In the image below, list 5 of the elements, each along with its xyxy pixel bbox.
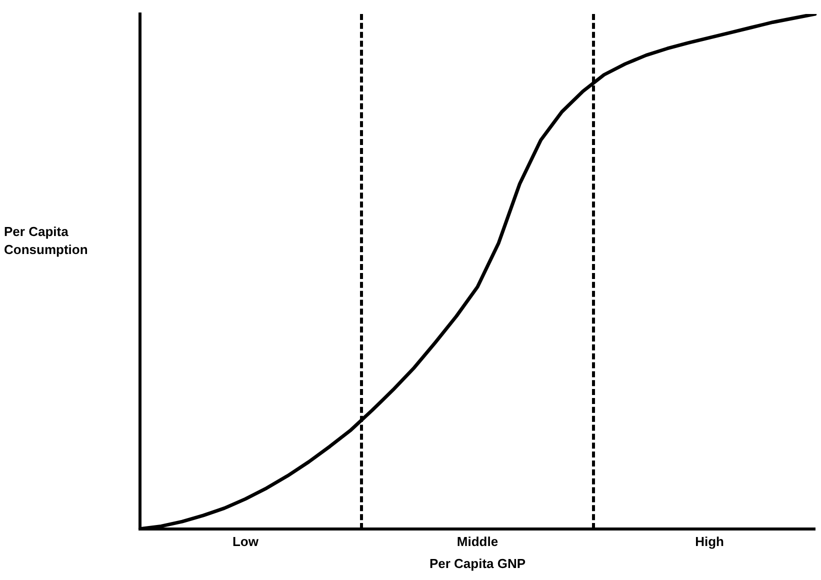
x-tick-label: Middle [456, 534, 498, 550]
x-tick-label: Low [232, 534, 260, 550]
x-axis-title: Per Capita GNP [429, 556, 526, 571]
y-axis-title: Per Capita Consumption [4, 224, 88, 257]
x-tick-label: High [695, 534, 724, 550]
